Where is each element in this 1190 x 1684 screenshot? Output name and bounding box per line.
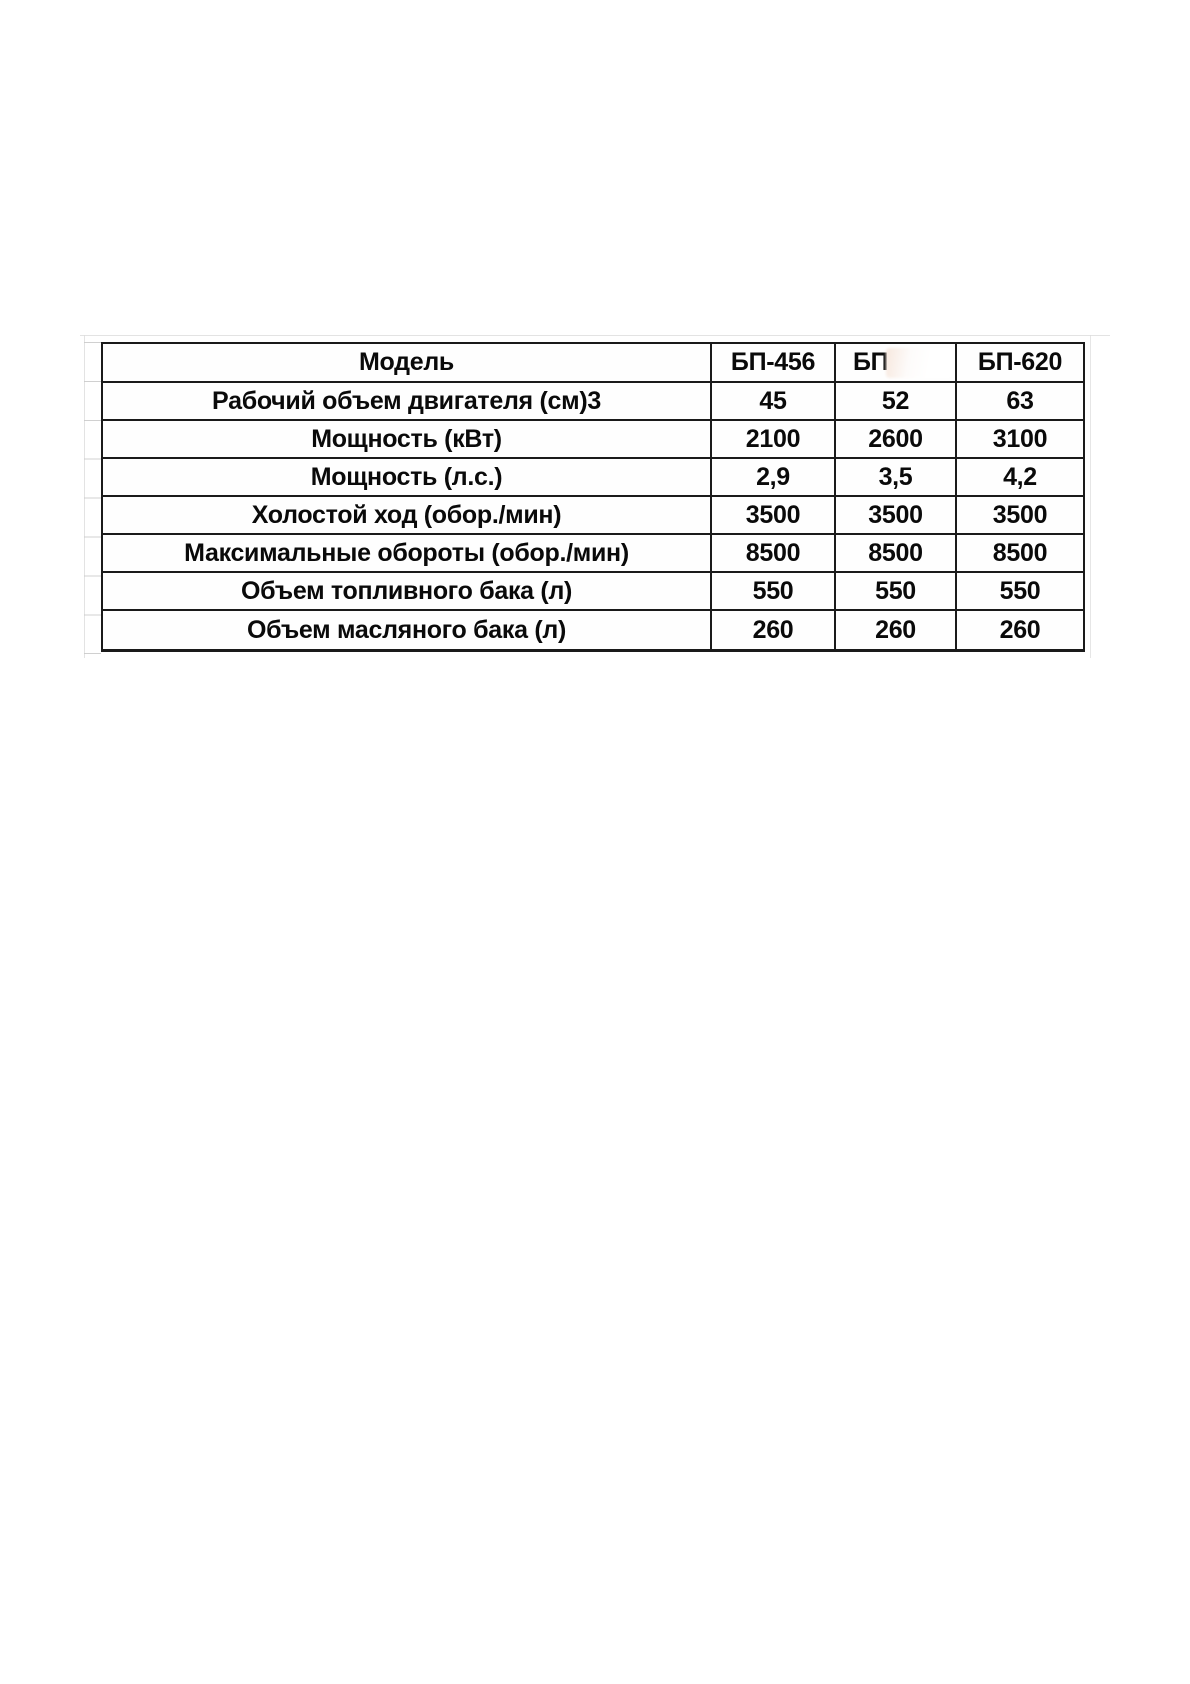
- spec-value-cell: 2600: [836, 421, 957, 459]
- spec-label-cell: Рабочий объем двигателя (см)3: [103, 383, 712, 421]
- spec-value-cell: 2100: [712, 421, 836, 459]
- header-cell-model-1: БП-456: [712, 344, 836, 383]
- spec-value-cell: 550: [712, 573, 836, 611]
- spec-value-cell: 8500: [836, 535, 957, 573]
- spec-value-cell: 52: [836, 383, 957, 421]
- spec-value-cell: 260: [712, 611, 836, 649]
- spec-label-cell: Максимальные обороты (обор./мин): [103, 535, 712, 573]
- spec-label-cell: Мощность (л.с.): [103, 459, 712, 497]
- spec-label-cell: Объем масляного бака (л): [103, 611, 712, 649]
- spec-label-cell: Мощность (кВт): [103, 421, 712, 459]
- spec-value-cell: 3500: [957, 497, 1083, 535]
- spec-value-cell: 550: [836, 573, 957, 611]
- spec-label-cell: Холостой ход (обор./мин): [103, 497, 712, 535]
- spec-value-cell: 3500: [836, 497, 957, 535]
- spec-value-cell: 550: [957, 573, 1083, 611]
- spec-value-cell: 260: [836, 611, 957, 649]
- header-cell-model: Модель: [103, 344, 712, 383]
- header-cell-model-3: БП-620: [957, 344, 1083, 383]
- spec-value-cell: 8500: [957, 535, 1083, 573]
- header-cell-model-2: БП-: [836, 344, 957, 383]
- spec-value-cell: 3,5: [836, 459, 957, 497]
- spec-value-cell: 63: [957, 383, 1083, 421]
- spec-value-cell: 8500: [712, 535, 836, 573]
- spec-value-cell: 3100: [957, 421, 1083, 459]
- spec-value-cell: 2,9: [712, 459, 836, 497]
- erased-model-number-patch: [886, 348, 952, 378]
- gridline-artifact-top: [80, 335, 1110, 336]
- spec-value-cell: 3500: [712, 497, 836, 535]
- spec-value-cell: 4,2: [957, 459, 1083, 497]
- spec-label-cell: Объем топливного бака (л): [103, 573, 712, 611]
- gridline-artifact-right: [1090, 335, 1091, 658]
- spec-value-cell: 45: [712, 383, 836, 421]
- gridline-artifact-stubs: [84, 342, 101, 654]
- spec-table: Модель БП-456 БП- БП-620 Рабочий объем д…: [101, 342, 1085, 652]
- spec-value-cell: 260: [957, 611, 1083, 649]
